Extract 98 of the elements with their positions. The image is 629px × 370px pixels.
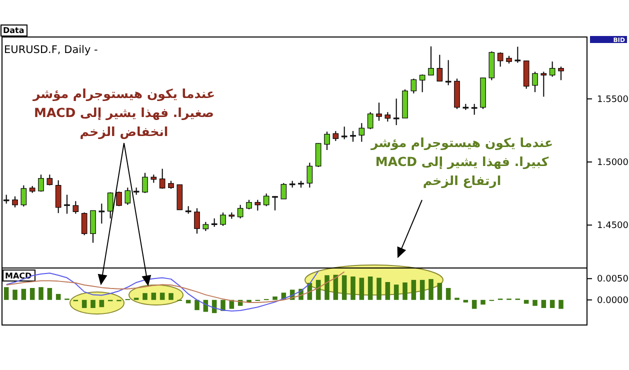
bar xyxy=(142,293,148,300)
candlestick xyxy=(514,46,521,64)
candlestick xyxy=(532,71,538,93)
bar xyxy=(350,276,356,300)
candlestick xyxy=(116,191,122,207)
y-tick-label: 0.0000 xyxy=(597,296,629,306)
candlestick xyxy=(393,98,400,126)
text: Data xyxy=(3,26,24,35)
bar xyxy=(151,292,156,300)
candlestick xyxy=(367,112,374,130)
candlestick xyxy=(315,142,322,168)
candlestick xyxy=(72,200,79,214)
candlestick xyxy=(246,199,252,210)
candlestick xyxy=(540,71,547,98)
candlestick xyxy=(81,212,88,236)
bar xyxy=(368,276,373,300)
bar xyxy=(359,278,364,300)
candlestick xyxy=(254,199,261,212)
annotation: عندما يكون هيستوجرام مؤشر MACD صغيرا. فهذا يشير إلى انخفاض الزخم xyxy=(32,86,216,140)
candlestick xyxy=(194,208,200,234)
text: EURUSD.F, Daily - xyxy=(4,44,98,56)
bar xyxy=(463,300,468,302)
candlestick xyxy=(12,196,18,208)
candlestick xyxy=(410,78,417,94)
candlestick xyxy=(20,184,27,208)
bar xyxy=(4,287,9,300)
line-series xyxy=(6,270,319,312)
bar xyxy=(428,279,434,300)
candlestick xyxy=(159,168,166,190)
bar xyxy=(385,282,390,300)
bar xyxy=(541,300,546,308)
candlestick xyxy=(350,130,356,142)
bar xyxy=(90,300,96,308)
candlestick xyxy=(358,122,365,142)
bar xyxy=(402,282,408,300)
bar xyxy=(272,296,278,300)
chart-title: MACD xyxy=(5,272,32,280)
candlestick xyxy=(107,192,114,219)
bar xyxy=(56,294,61,300)
candlestick xyxy=(376,102,382,122)
y-tick-label: 1.5000 xyxy=(597,158,629,168)
candlestick xyxy=(280,182,287,200)
candlestick xyxy=(324,131,330,150)
annotation: عندما يكون هيستوجرام مؤشر MACD كبيرا. فهذا يشير إلى ارتفاع الزخم xyxy=(370,135,554,189)
bar xyxy=(411,280,416,300)
bar xyxy=(472,300,477,309)
candlestick xyxy=(46,174,53,186)
bar xyxy=(82,300,87,308)
candlestick xyxy=(558,66,564,81)
candlestick xyxy=(98,203,105,224)
candlestick xyxy=(38,174,44,192)
line-series xyxy=(6,271,345,303)
candlestick xyxy=(263,193,270,207)
candlestick xyxy=(90,210,96,244)
bar xyxy=(21,288,26,300)
candlestick xyxy=(471,103,478,116)
bar xyxy=(532,300,538,306)
bar xyxy=(30,288,35,300)
bar xyxy=(446,288,451,300)
bar xyxy=(220,300,226,311)
bar xyxy=(246,300,252,302)
candlestick xyxy=(306,162,313,188)
bar xyxy=(376,278,382,300)
candlestick xyxy=(384,112,391,122)
bar xyxy=(160,292,165,300)
bar xyxy=(194,300,200,310)
bar xyxy=(342,275,347,300)
bar xyxy=(168,293,174,300)
bar xyxy=(12,290,18,300)
candlestick xyxy=(237,204,244,219)
candlestick xyxy=(332,130,339,142)
candlestick xyxy=(272,196,278,211)
y-tick-label: 1.4500 xyxy=(597,221,629,232)
bar xyxy=(324,275,330,300)
bar xyxy=(420,280,425,300)
bar xyxy=(437,282,442,300)
bar xyxy=(38,287,44,300)
bar xyxy=(558,300,564,309)
candlestick xyxy=(220,212,226,226)
candlestick xyxy=(549,60,556,78)
bar xyxy=(480,300,486,305)
candlestick xyxy=(64,194,70,214)
y-tick-label: 0.0050 xyxy=(597,274,629,285)
y-tick-label: 1.5500 xyxy=(597,94,629,105)
candlestick xyxy=(142,172,148,194)
bar xyxy=(394,284,399,300)
candlestick xyxy=(55,180,62,214)
bar xyxy=(186,300,191,304)
candlestick xyxy=(419,74,426,93)
candlestick xyxy=(202,221,209,232)
candlestick xyxy=(428,46,434,76)
bar xyxy=(47,288,52,300)
bar xyxy=(99,300,104,308)
candlestick xyxy=(445,60,452,86)
candlestick xyxy=(341,126,348,140)
candlestick xyxy=(436,54,443,82)
bar xyxy=(550,300,555,308)
candlestick xyxy=(497,52,504,68)
